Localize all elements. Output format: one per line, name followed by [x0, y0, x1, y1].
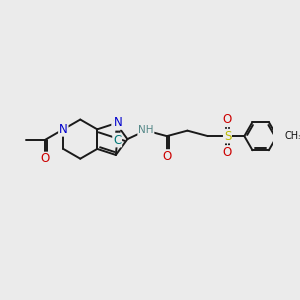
Text: N: N	[114, 116, 123, 129]
Text: O: O	[223, 113, 232, 126]
Text: O: O	[162, 150, 172, 163]
Text: N: N	[59, 123, 68, 136]
Text: O: O	[223, 146, 232, 159]
Text: C: C	[113, 134, 121, 147]
Text: O: O	[40, 152, 50, 166]
Text: S: S	[224, 130, 231, 142]
Text: S: S	[112, 117, 120, 130]
Text: NH: NH	[138, 125, 154, 136]
Text: CH₃: CH₃	[284, 131, 300, 141]
